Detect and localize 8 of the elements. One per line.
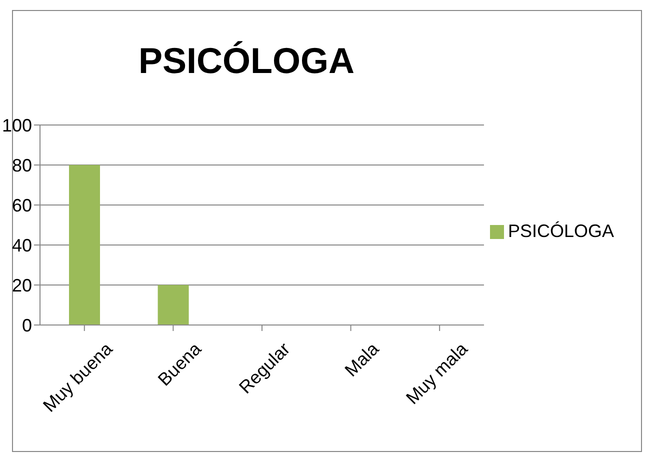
y-tick-label: 80 (12, 155, 32, 176)
chart-title: PSICÓLOGA (137, 40, 356, 82)
legend-label: PSICÓLOGA (508, 220, 614, 240)
y-tick-label: 100 (2, 115, 32, 136)
y-tick-label: 20 (12, 275, 32, 296)
y-tick-label: 40 (12, 235, 32, 256)
y-tick-label: 0 (22, 315, 32, 336)
y-tick-label: 60 (12, 195, 32, 216)
